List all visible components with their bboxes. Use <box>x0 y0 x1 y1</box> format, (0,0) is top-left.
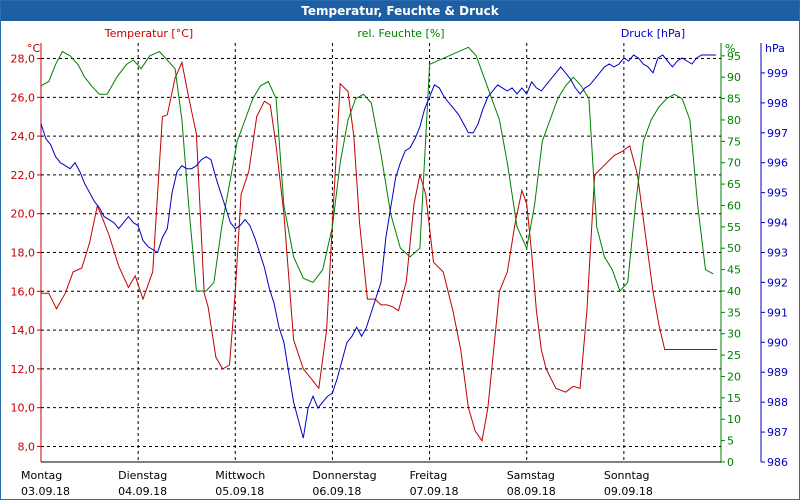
humidity-tick-label: 85 <box>727 93 741 106</box>
humidity-tick-label: 95 <box>727 50 741 63</box>
pressure-tick-label: 998 <box>767 97 788 110</box>
temperature-axis-label: Temperatur [°C] <box>104 27 193 40</box>
pressure-axis-label: Druck [hPa] <box>621 27 685 40</box>
pressure-tick-label: 987 <box>767 426 788 439</box>
temperature-tick-label: 8,0 <box>18 440 36 453</box>
pressure-tick-label: 995 <box>767 187 788 200</box>
pressure-tick-label: 997 <box>767 127 788 140</box>
humidity-tick-label: 45 <box>727 264 741 277</box>
series-lines <box>40 46 718 442</box>
axis-ticks: Montag03.09.18Dienstag04.09.18Mittwoch05… <box>11 50 789 498</box>
pressure-tick-label: 991 <box>767 306 788 319</box>
temperature-tick-label: 16,0 <box>11 285 36 298</box>
humidity-unit-label: % <box>725 42 735 55</box>
pressure-unit-label: hPa <box>765 42 785 55</box>
temperature-tick-label: 26,0 <box>11 91 36 104</box>
humidity-tick-label: 90 <box>727 71 741 84</box>
pressure-series-line <box>40 54 717 439</box>
humidity-tick-label: 25 <box>727 349 741 362</box>
day-label: Sonntag <box>604 469 650 482</box>
date-label: 06.09.18 <box>312 485 361 498</box>
chart-canvas: Montag03.09.18Dienstag04.09.18Mittwoch05… <box>11 27 789 498</box>
grid <box>40 43 762 463</box>
date-label: 04.09.18 <box>118 485 167 498</box>
humidity-tick-label: 55 <box>727 221 741 234</box>
pressure-tick-label: 989 <box>767 366 788 379</box>
pressure-tick-label: 996 <box>767 157 788 170</box>
humidity-tick-label: 0 <box>727 456 734 469</box>
pressure-tick-label: 994 <box>767 217 788 230</box>
temperature-unit-label: °C <box>27 42 41 55</box>
humidity-tick-label: 70 <box>727 157 741 170</box>
temperature-tick-label: 18,0 <box>11 247 36 260</box>
pressure-tick-label: 999 <box>767 67 788 80</box>
temperature-tick-label: 12,0 <box>11 363 36 376</box>
temperature-tick-label: 10,0 <box>11 402 36 415</box>
humidity-tick-label: 60 <box>727 199 741 212</box>
pressure-tick-label: 992 <box>767 276 788 289</box>
date-label: 05.09.18 <box>215 485 264 498</box>
day-label: Samstag <box>507 469 555 482</box>
humidity-tick-label: 40 <box>727 285 741 298</box>
humidity-tick-label: 80 <box>727 114 741 127</box>
day-label: Donnerstag <box>312 469 376 482</box>
day-label: Freitag <box>410 469 448 482</box>
humidity-tick-label: 20 <box>727 370 741 383</box>
temperature-series-line <box>41 60 718 442</box>
temperature-tick-label: 14,0 <box>11 324 36 337</box>
window-title: Temperatur, Feuchte & Druck <box>1 1 799 21</box>
pressure-tick-label: 993 <box>767 247 788 260</box>
date-label: 07.09.18 <box>410 485 459 498</box>
temperature-tick-label: 28,0 <box>11 53 36 66</box>
temperature-tick-label: 22,0 <box>11 169 36 182</box>
date-label: 08.09.18 <box>507 485 556 498</box>
humidity-tick-label: 10 <box>727 413 741 426</box>
pressure-tick-label: 986 <box>767 456 788 469</box>
date-label: 03.09.18 <box>21 485 70 498</box>
pressure-tick-label: 988 <box>767 396 788 409</box>
pressure-tick-label: 990 <box>767 336 788 349</box>
humidity-tick-label: 50 <box>727 242 741 255</box>
humidity-tick-label: 65 <box>727 178 741 191</box>
day-label: Dienstag <box>118 469 167 482</box>
date-label: 09.09.18 <box>604 485 653 498</box>
humidity-series-line <box>40 46 714 292</box>
day-label: Mittwoch <box>215 469 265 482</box>
humidity-tick-label: 75 <box>727 135 741 148</box>
day-label: Montag <box>21 469 62 482</box>
humidity-tick-label: 15 <box>727 392 741 405</box>
temperature-tick-label: 24,0 <box>11 130 36 143</box>
humidity-tick-label: 5 <box>727 435 734 448</box>
temperature-tick-label: 20,0 <box>11 208 36 221</box>
humidity-axis-label: rel. Feuchte [%] <box>357 27 444 40</box>
humidity-tick-label: 30 <box>727 328 741 341</box>
humidity-tick-label: 35 <box>727 306 741 319</box>
